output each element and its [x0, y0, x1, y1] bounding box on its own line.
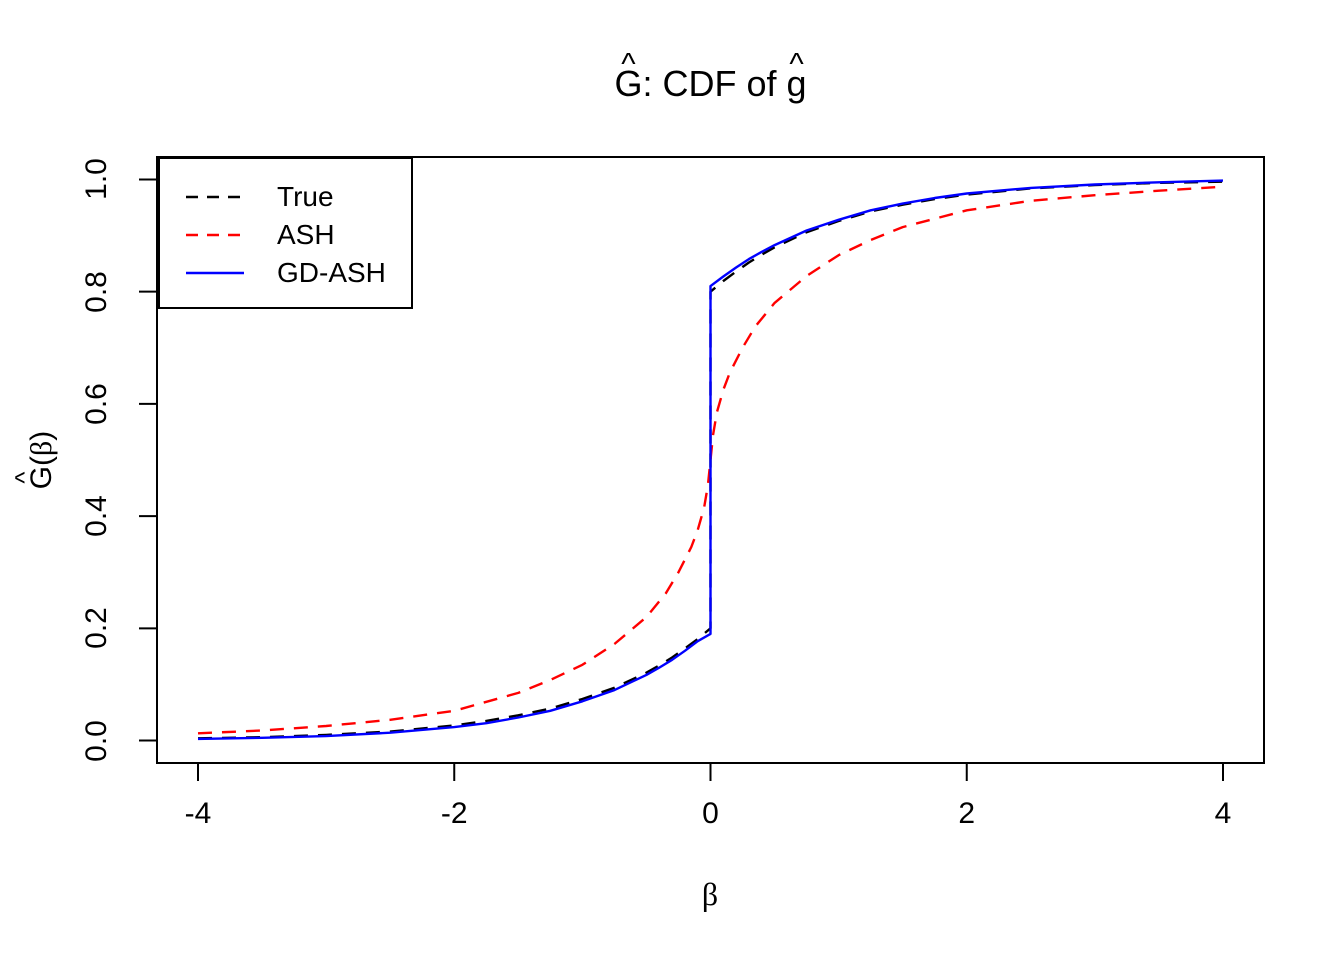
hat-icon: ^	[11, 471, 40, 484]
legend: True ASH GD-ASH	[158, 157, 413, 309]
g-hat-ylabel: ^ G	[11, 465, 58, 490]
x-axis-title: β	[701, 876, 719, 912]
hat-icon: ^	[621, 47, 636, 82]
legend-label: GD-ASH	[277, 257, 386, 288]
chart-title-text: : CDF of	[642, 63, 787, 104]
g-hat-lower: ^ g	[786, 47, 807, 104]
chart-title: ^ G: CDF of ^ g	[157, 47, 1264, 106]
x-tick-label: 4	[1214, 797, 1232, 830]
y-tick-label: 1.0	[80, 158, 113, 201]
x-tick-label: 0	[702, 797, 719, 830]
y-tick-label: 0.0	[80, 719, 113, 762]
legend-line-true	[186, 195, 244, 199]
hat-icon: ^	[789, 47, 804, 82]
plot-border	[156, 156, 1265, 764]
legend-item-true: True	[186, 183, 334, 211]
y-tick-label: 0.6	[80, 383, 113, 425]
legend-label: True	[277, 181, 334, 212]
ylabel-beta: β	[25, 440, 58, 456]
x-tick-label: -4	[184, 797, 212, 830]
y-tick-label: 0.2	[80, 607, 113, 650]
y-axis-title: ^ G(β)	[11, 360, 60, 560]
legend-line-ash	[186, 233, 244, 237]
ylabel-paren-close: )	[25, 430, 58, 441]
x-tick-label: 2	[958, 797, 976, 830]
gd-ash-curve	[197, 179, 1224, 741]
legend-line-gdash	[186, 271, 244, 275]
legend-item-ash: ASH	[186, 221, 335, 249]
ylabel-paren-open: (	[25, 455, 58, 466]
y-tick-label: 0.8	[80, 270, 113, 313]
y-tick-label: 0.4	[80, 495, 113, 537]
legend-label: ASH	[277, 219, 335, 250]
legend-item-gdash: GD-ASH	[186, 259, 386, 287]
x-tick-label: -2	[440, 797, 468, 830]
g-hat-upper: ^ G	[614, 47, 643, 104]
